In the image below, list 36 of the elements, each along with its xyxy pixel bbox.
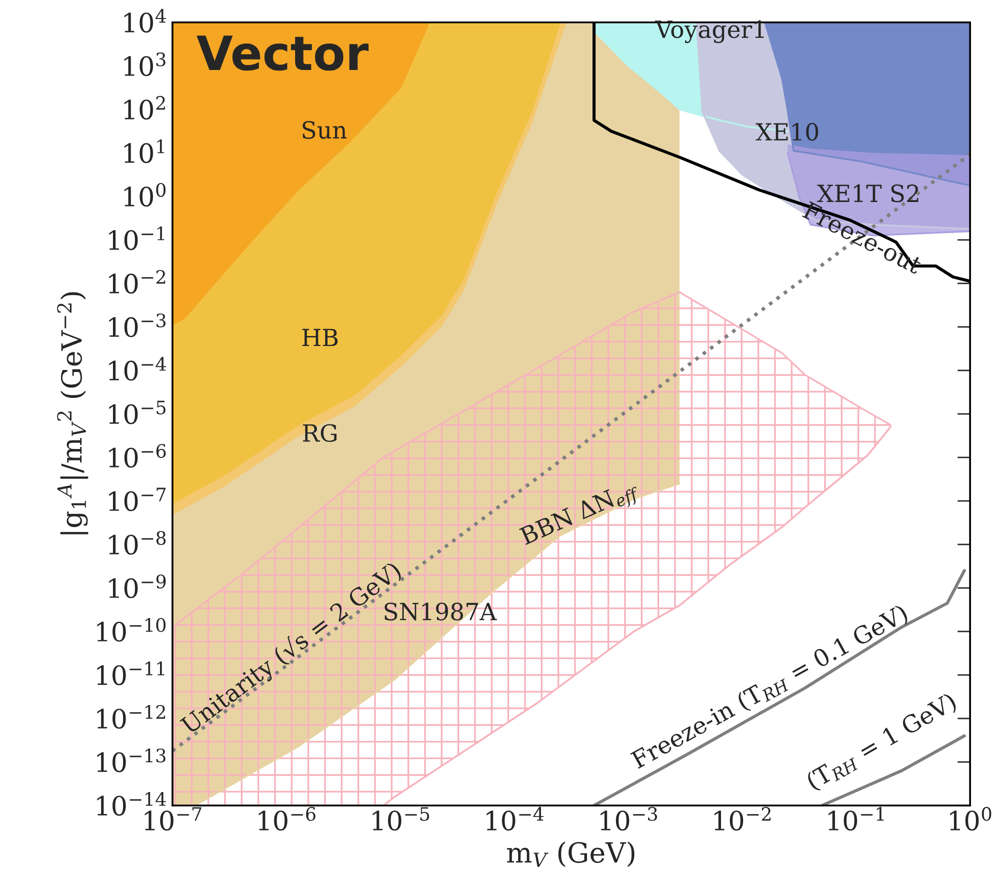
y-tick-label: 10$^{−11}$ (97, 662, 164, 686)
y-tick-label: 10$^{−8}$ (109, 531, 166, 555)
x-tick-label: 10$^{−5}$ (372, 807, 430, 831)
annotation: (T$_{RH}$ = 1 GeV) (804, 692, 959, 794)
y-tick-label: 10$^{1}$ (124, 139, 164, 164)
y-tick-label: 10$^{−2}$ (109, 270, 166, 294)
y-tick-label: 10$^{−1}$ (109, 226, 164, 250)
y-tick-label: 10$^{4}$ (124, 8, 166, 33)
y-tick-label: 10$^{−4}$ (109, 356, 166, 381)
y-tick-label: 10$^{−13}$ (97, 748, 166, 772)
annotation: Sun (302, 121, 347, 139)
annotation: XE1T S2 (817, 184, 918, 202)
y-tick-label: 10$^{−12}$ (97, 705, 165, 729)
y-tick-label: 10$^{0}$ (124, 182, 166, 207)
y-tick-label: 10$^{−9}$ (109, 574, 166, 598)
annotation: BBN ΔN$_{eff}$ (519, 478, 642, 552)
y-tick-label: 10$^{−6}$ (109, 444, 166, 468)
annotation: Voyager1 (654, 20, 764, 44)
x-tick-label: 10$^{0}$ (950, 806, 992, 831)
x-tick-label: 10$^{−3}$ (600, 806, 658, 831)
x-tick-label: 10$^{−4}$ (486, 806, 544, 831)
annotation: RG (303, 424, 336, 442)
annotation: Vector (196, 36, 369, 71)
text: |g$_{1}$$^{A}$|/m$_{V}$$^{2}$ (GeV$^{−2}$) (57, 292, 88, 534)
y-tick-label: 10$^{3}$ (124, 52, 166, 76)
x-tick-label: 10$^{−1}$ (828, 806, 884, 831)
y-tick-label: 10$^{2}$ (124, 96, 165, 120)
annotation: HB (302, 328, 338, 346)
y-tick-label: 10$^{−7}$ (109, 488, 166, 512)
y-tick-label: 10$^{−5}$ (109, 400, 166, 424)
y-tick-label: 10$^{−10}$ (97, 618, 166, 642)
x-tick-label: 10$^{−2}$ (714, 806, 771, 831)
x-axis-title: m$_{V}$ (GeV) (507, 841, 634, 867)
y-tick-label: 10$^{−3}$ (109, 313, 166, 338)
annotation: XE10 (756, 122, 818, 141)
x-tick-label: 10$^{−6}$ (258, 806, 316, 831)
